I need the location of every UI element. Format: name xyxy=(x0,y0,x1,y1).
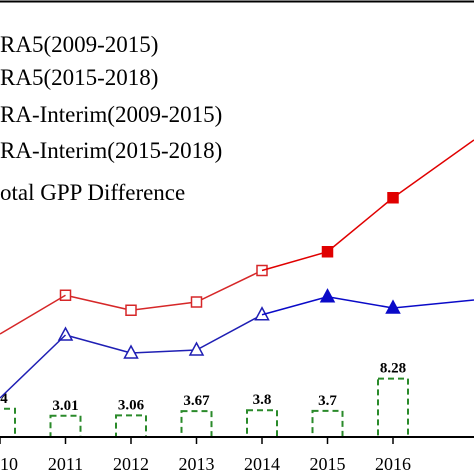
gpp-difference-bar xyxy=(180,410,213,438)
series-line-entry xyxy=(0,334,67,399)
gpp-difference-label: 3.01 xyxy=(52,398,78,414)
legend-label-era5-2015-2018: RA5(2015-2018) xyxy=(0,65,158,90)
series-marker-triangle xyxy=(319,288,336,303)
series-marker-square xyxy=(190,296,203,308)
series-marker-square xyxy=(125,304,137,316)
gpp-difference-label: 3.8 xyxy=(253,392,272,408)
gpp-difference-bar xyxy=(246,409,278,438)
x-tick-label: 2012 xyxy=(113,454,149,474)
gpp-difference-label: 3.06 xyxy=(118,397,145,413)
series-line xyxy=(327,296,394,309)
x-tick-label: 2015 xyxy=(310,454,346,474)
gpp-difference-bar xyxy=(311,409,344,439)
series-connector xyxy=(261,296,328,316)
gpp-difference-bar xyxy=(49,414,82,439)
series-marker-triangle xyxy=(123,344,139,359)
legend-label-erainterim-2009-2015: RA-Interim(2009-2015) xyxy=(0,102,222,127)
legend: RA5(2009-2015) RA5(2015-2018) RA-Interim… xyxy=(0,32,222,205)
gpp-difference-label: 8.28 xyxy=(380,361,406,377)
gpp-difference-label: 3.7 xyxy=(318,393,337,409)
series-line xyxy=(65,269,263,312)
gpp-difference-label: 3.67 xyxy=(183,393,210,409)
x-tick-label: 2014 xyxy=(244,454,280,474)
x-tick-label: 2013 xyxy=(179,454,215,474)
x-tick-label: 2016 xyxy=(375,454,411,474)
legend-label-era5-2009-2015: RA5(2009-2015) xyxy=(0,32,158,57)
series-marker-triangle xyxy=(188,341,205,356)
lines-layer xyxy=(0,139,474,399)
gpp-difference-bar xyxy=(0,407,16,438)
bars-layer: 4 3.01 3.06 3.67 3.8 3.7 8.28 xyxy=(0,361,409,439)
series-line xyxy=(327,197,394,253)
series-connector xyxy=(261,251,328,272)
gpp-difference-label: 4 xyxy=(0,391,8,407)
x-tick-label: 2010 xyxy=(0,454,18,474)
gpp-difference-bar xyxy=(115,414,147,439)
legend-label-total-gpp-difference: otal GPP Difference xyxy=(0,180,185,205)
series-marker-triangle xyxy=(57,326,74,341)
gpp-difference-bar xyxy=(377,377,409,439)
series-line-exit xyxy=(392,299,474,309)
series-line xyxy=(65,314,263,354)
series-line-exit xyxy=(392,139,474,199)
x-tick-label: 2011 xyxy=(48,454,83,474)
series-line-entry xyxy=(0,294,66,335)
legend-label-erainterim-2015-2018: RA-Interim(2015-2018) xyxy=(0,138,222,163)
